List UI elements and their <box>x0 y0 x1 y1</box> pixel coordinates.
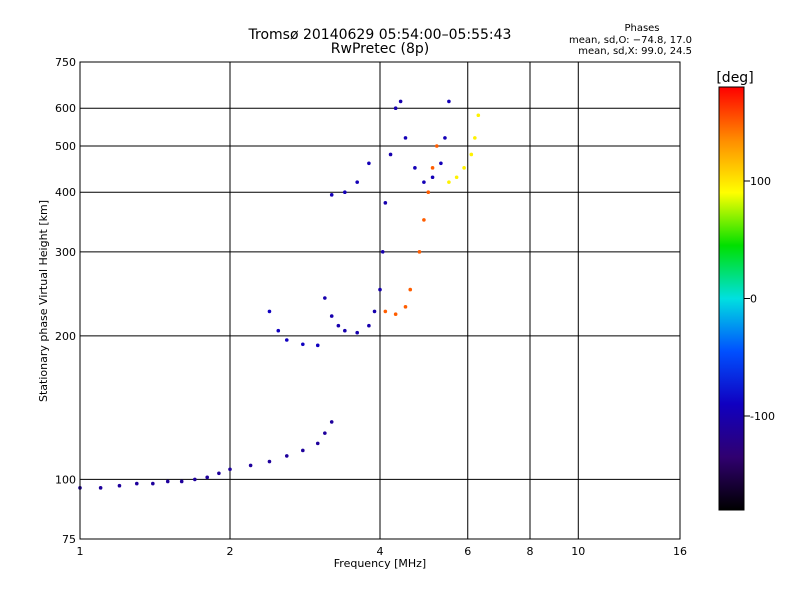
data-point <box>179 479 184 484</box>
data-point <box>193 477 197 482</box>
x-tick-label: 1 <box>77 545 84 558</box>
data-point <box>408 287 413 292</box>
data-point <box>267 309 272 314</box>
colorbar-tick-label: 100 <box>750 175 771 188</box>
data-point <box>383 201 388 205</box>
data-point <box>473 136 477 140</box>
y-axis-label: Stationary phase Virtual Height [km] <box>37 200 50 402</box>
plot-frame <box>79 61 681 540</box>
x-tick-label: 4 <box>377 545 384 558</box>
data-point <box>329 193 334 197</box>
data-point <box>315 441 320 446</box>
data-point <box>447 180 451 184</box>
data-point <box>98 486 103 490</box>
x-tick-label: 6 <box>464 545 471 558</box>
chart-subtitle: RwPretec (8p) <box>331 41 429 57</box>
data-point <box>151 481 155 486</box>
data-point <box>403 136 408 140</box>
data-point <box>403 305 408 309</box>
data-point <box>284 454 289 458</box>
data-point <box>462 166 466 170</box>
data-point <box>134 481 139 486</box>
data-point <box>439 161 443 166</box>
y-tick-label: 200 <box>55 330 76 343</box>
colorbar <box>718 86 745 511</box>
data-point <box>205 475 209 480</box>
data-point <box>343 328 347 333</box>
data-point <box>443 136 447 140</box>
data-point <box>355 330 359 335</box>
data-point <box>422 218 426 222</box>
data-point <box>117 483 122 488</box>
data-point <box>228 467 232 472</box>
data-point <box>323 296 327 300</box>
data-point <box>248 463 253 468</box>
data-point <box>367 323 371 328</box>
data-point <box>454 175 459 180</box>
data-point <box>434 144 439 148</box>
phase-stats-heading: Phases <box>624 23 659 34</box>
y-tick-label: 500 <box>55 140 76 153</box>
data-point <box>447 99 451 104</box>
data-point <box>372 309 377 314</box>
y-tick-label: 750 <box>55 56 76 69</box>
data-point <box>388 152 393 157</box>
data-point <box>217 471 221 476</box>
data-point <box>315 343 320 348</box>
data-point <box>469 152 474 157</box>
data-point <box>329 314 334 318</box>
data-point <box>393 312 398 316</box>
data-point <box>417 250 422 254</box>
data-point <box>422 180 426 184</box>
data-point <box>329 420 334 424</box>
data-point <box>301 448 305 453</box>
data-point <box>336 323 341 328</box>
data-point <box>343 190 347 195</box>
phase-stats-o: mean, sd,O: −74.8, 17.0 <box>569 35 692 46</box>
x-axis-label: Frequency [MHz] <box>334 557 426 570</box>
y-tick-label: 300 <box>55 246 76 259</box>
x-tick-label: 10 <box>571 545 585 558</box>
data-point <box>383 309 388 314</box>
colorbar-label: [deg] <box>716 70 753 86</box>
data-point <box>323 431 327 435</box>
colorbar-tick-label: -100 <box>750 410 775 423</box>
data-point <box>398 99 403 104</box>
data-point <box>267 459 272 464</box>
data-point <box>276 328 281 333</box>
data-point <box>367 161 371 166</box>
data-point <box>393 106 398 111</box>
data-point <box>426 190 431 195</box>
data-point <box>476 113 481 118</box>
phase-stats-x: mean, sd,X: 99.0, 24.5 <box>578 46 692 57</box>
data-point <box>284 338 289 342</box>
colorbar-tick-label: 0 <box>750 293 757 306</box>
y-tick-label: 100 <box>55 473 76 486</box>
data-point <box>355 180 359 184</box>
x-tick-label: 16 <box>673 545 687 558</box>
x-tick-label: 8 <box>527 545 534 558</box>
data-point <box>413 166 417 170</box>
x-tick-label: 2 <box>227 545 234 558</box>
data-point <box>301 342 305 347</box>
chart-title: Tromsø 20140629 05:54:00–05:55:43 <box>248 27 512 43</box>
y-tick-label: 400 <box>55 186 76 199</box>
y-tick-label: 600 <box>55 102 76 115</box>
data-point <box>430 166 435 170</box>
data-point <box>380 250 385 254</box>
y-tick-label: 75 <box>62 533 76 546</box>
data-point <box>430 175 435 180</box>
data-point <box>378 287 382 292</box>
data-point <box>165 479 170 484</box>
